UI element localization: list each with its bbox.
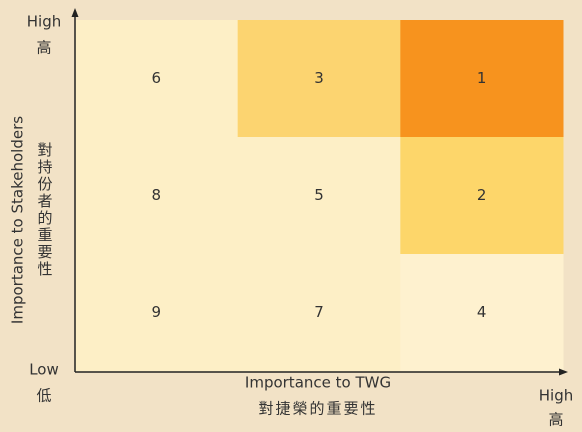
matrix-cell [400, 254, 564, 372]
cell-label: 2 [477, 186, 487, 204]
x-high: High [539, 387, 573, 405]
cell-label: 6 [152, 69, 162, 87]
matrix-cell [400, 137, 564, 255]
x-axis-label: Importance to TWG [245, 374, 391, 392]
cell-label: 9 [152, 303, 162, 321]
cell-label: 3 [314, 69, 324, 87]
cell-label: 5 [314, 186, 324, 204]
matrix-cells: 6 3 1 8 5 2 9 7 4 [75, 20, 564, 372]
x-high-zh: 高 [548, 411, 563, 429]
matrix-cell [237, 20, 401, 138]
y-high: High [27, 13, 61, 31]
matrix-cell [75, 137, 239, 255]
y-low-zh: 低 [36, 387, 51, 405]
x-axis-label-zh: 對捷榮的重要性 [258, 400, 377, 418]
y-axis-label: Importance to Stakeholders [9, 116, 27, 324]
y-axis-label-zh: 對持份者的重要性 [36, 142, 54, 278]
cell-label: 4 [477, 303, 487, 321]
cell-label: 1 [477, 69, 487, 87]
matrix-cell [75, 20, 239, 138]
x-axis-arrow [559, 368, 568, 376]
cell-label: 8 [152, 186, 162, 204]
matrix-cell [75, 254, 239, 372]
matrix-cell [400, 20, 564, 138]
matrix-cell [237, 254, 401, 372]
matrix-cell [237, 137, 401, 255]
cell-label: 7 [314, 303, 324, 321]
y-axis-arrow [71, 8, 79, 17]
y-high-zh: 高 [36, 39, 51, 57]
y-low: Low [29, 361, 59, 379]
